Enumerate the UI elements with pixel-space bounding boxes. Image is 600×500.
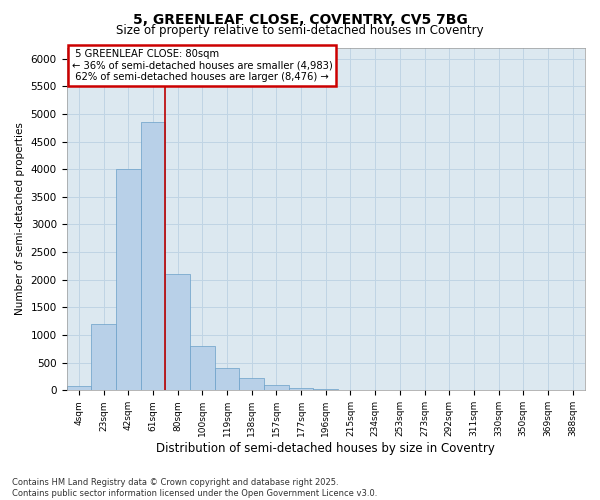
Y-axis label: Number of semi-detached properties: Number of semi-detached properties <box>15 122 25 316</box>
Bar <box>239 378 264 390</box>
Text: Contains HM Land Registry data © Crown copyright and database right 2025.
Contai: Contains HM Land Registry data © Crown c… <box>12 478 377 498</box>
Bar <box>67 386 91 390</box>
Text: Size of property relative to semi-detached houses in Coventry: Size of property relative to semi-detach… <box>116 24 484 37</box>
Text: 5 GREENLEAF CLOSE: 80sqm
← 36% of semi-detached houses are smaller (4,983)
 62% : 5 GREENLEAF CLOSE: 80sqm ← 36% of semi-d… <box>72 49 332 82</box>
X-axis label: Distribution of semi-detached houses by size in Coventry: Distribution of semi-detached houses by … <box>157 442 495 455</box>
Bar <box>289 388 313 390</box>
Bar <box>165 274 190 390</box>
Bar <box>190 346 215 391</box>
Bar <box>91 324 116 390</box>
Text: 5, GREENLEAF CLOSE, COVENTRY, CV5 7BG: 5, GREENLEAF CLOSE, COVENTRY, CV5 7BG <box>133 12 467 26</box>
Bar <box>140 122 165 390</box>
Bar <box>215 368 239 390</box>
Bar <box>116 169 140 390</box>
Bar <box>264 385 289 390</box>
Bar <box>313 389 338 390</box>
